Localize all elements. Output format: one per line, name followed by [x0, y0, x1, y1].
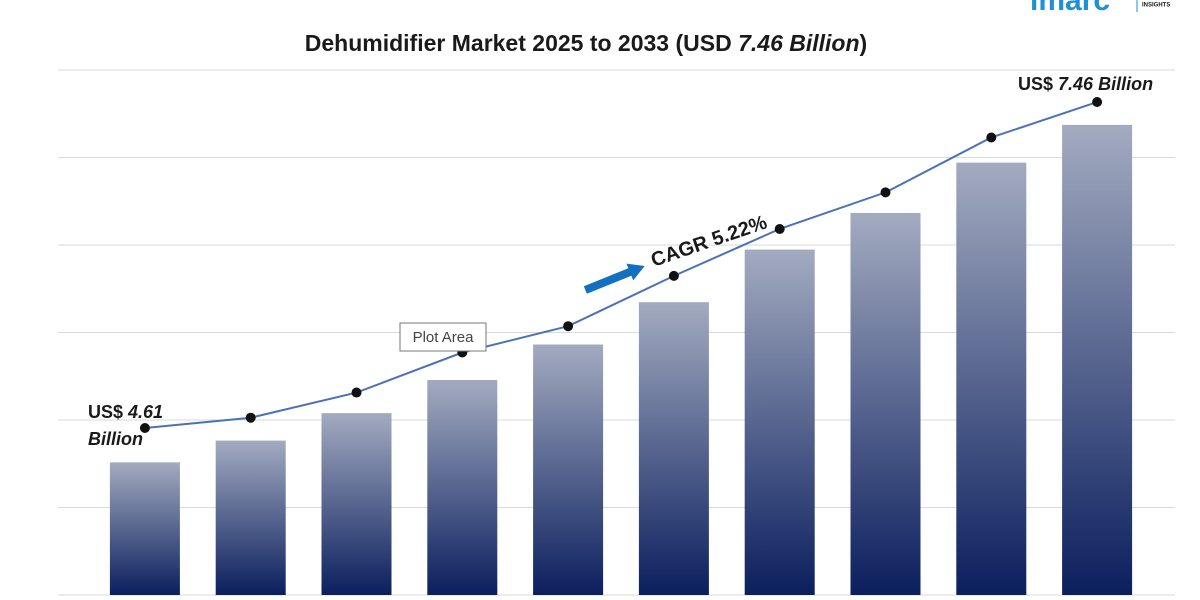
- label-part: US$: [1018, 74, 1058, 94]
- line: [144, 101, 1098, 430]
- line-point: [139, 423, 150, 434]
- end-label: US$ 7.46 Billion: [1018, 74, 1153, 94]
- chart-title: Dehumidifier Market 2025 to 2033 (USD 7.…: [305, 30, 867, 56]
- line-point: [880, 187, 891, 198]
- bar: [956, 162, 1027, 595]
- tooltip: Plot Area: [399, 322, 487, 352]
- bar: [321, 413, 392, 595]
- line-point: [774, 223, 785, 234]
- label-part: 7.46 Billion: [1058, 74, 1153, 94]
- title-part: Dehumidifier Market 2025 to 2033 (USD: [305, 30, 738, 56]
- line-point: [1092, 97, 1103, 108]
- line-point: [986, 132, 997, 143]
- line-point: [563, 321, 574, 332]
- plot: [109, 97, 1133, 595]
- bar: [850, 212, 921, 595]
- bar: [215, 440, 286, 595]
- bar: [744, 249, 815, 595]
- tooltip-box: [399, 322, 487, 352]
- label-part: US$: [88, 402, 128, 422]
- start-label: US$ 4.61: [88, 402, 163, 422]
- bar: [109, 462, 180, 595]
- label-part: 4.61: [127, 402, 163, 422]
- bar: [638, 302, 709, 595]
- line-point: [351, 387, 362, 398]
- bar: [1062, 124, 1133, 595]
- title-part: ): [860, 30, 868, 56]
- bar: [427, 379, 498, 595]
- start-label: Billion: [88, 429, 143, 449]
- logo-tagline: INSIGHTS: [1142, 3, 1170, 9]
- line-point: [668, 270, 679, 281]
- tooltip-text: Plot Area: [413, 329, 475, 346]
- line-point: [245, 412, 256, 423]
- cagr-arrow: [583, 263, 645, 294]
- logo-brand: imarc: [1030, 0, 1110, 17]
- bar: [533, 344, 604, 595]
- title-part: 7.46 Billion: [738, 30, 859, 56]
